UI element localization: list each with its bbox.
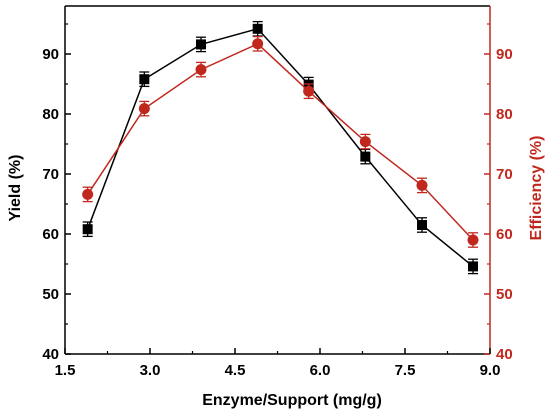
y-axis-title: Yield (%) <box>7 155 24 222</box>
data-point <box>359 136 371 148</box>
x-tick-label: 4.5 <box>225 362 246 379</box>
data-point <box>82 224 93 235</box>
yield-series <box>82 20 478 275</box>
data-point <box>416 179 428 191</box>
right-y-axis: 40 50 60 70 80 90 <box>484 23 513 363</box>
left-y-axis: 40 50 60 70 80 90 <box>42 23 71 363</box>
x-tick-label: 3.0 <box>140 362 161 379</box>
x-tick-label: 7.5 <box>395 362 416 379</box>
series-layer <box>82 20 479 275</box>
x-tick-label: 6.0 <box>310 362 331 379</box>
y2-axis-title: Efficiency (%) <box>528 136 545 241</box>
y2-tick-label: 40 <box>496 346 513 363</box>
y2-tick-label: 50 <box>496 286 513 303</box>
y-tick-label: 90 <box>42 46 59 63</box>
series-line <box>86 27 474 267</box>
y2-tick-label: 80 <box>496 106 513 123</box>
x-axis: 1.5 3.0 4.5 6.0 7.5 9.0 <box>55 348 501 379</box>
data-point <box>196 39 206 50</box>
data-point <box>360 151 371 162</box>
y-tick-label: 80 <box>42 106 59 123</box>
series-line <box>87 42 474 241</box>
data-point <box>467 234 479 246</box>
data-point <box>303 85 315 97</box>
data-point <box>82 188 94 200</box>
plot-area <box>64 5 491 355</box>
efficiency-series <box>82 35 479 248</box>
data-point <box>417 220 427 230</box>
y-tick-label: 60 <box>42 226 59 243</box>
data-point <box>195 64 207 76</box>
data-point <box>252 23 263 34</box>
y2-tick-label: 60 <box>496 226 513 243</box>
data-point <box>468 261 478 272</box>
y-tick-label: 70 <box>42 166 59 183</box>
y-tick-label: 40 <box>42 346 59 363</box>
y2-tick-label: 90 <box>496 46 513 63</box>
data-point <box>138 103 150 115</box>
x-tick-label: 9.0 <box>480 362 501 379</box>
y-tick-label: 50 <box>42 286 59 303</box>
x-axis-title: Enzyme/Support (mg/g) <box>202 392 382 409</box>
x-tick-label: 1.5 <box>55 362 76 379</box>
data-point <box>252 38 264 50</box>
y2-tick-label: 70 <box>496 166 513 183</box>
data-point <box>139 74 150 85</box>
